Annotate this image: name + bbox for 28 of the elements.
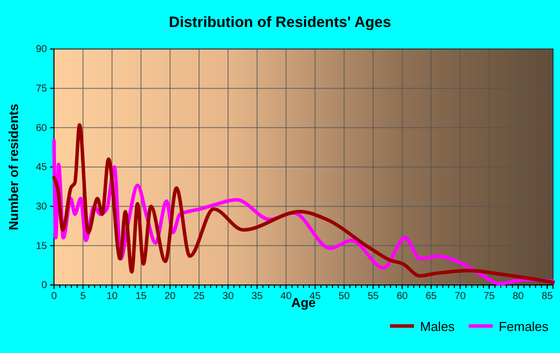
legend-label: Females (498, 319, 550, 334)
x-tick-label: 85 (542, 291, 554, 302)
y-tick-label: 75 (36, 84, 48, 95)
x-tick-label: 80 (512, 291, 524, 302)
chart-title: Distribution of Residents' Ages (168, 14, 392, 31)
x-tick-label: 55 (368, 291, 380, 302)
y-tick-label: 30 (36, 202, 48, 213)
x-tick-label: 0 (51, 291, 58, 302)
x-tick-label: 30 (222, 291, 234, 302)
x-tick-label: 60 (396, 291, 408, 302)
x-tick-label: 25 (193, 291, 206, 302)
x-tick-label: 75 (484, 291, 496, 302)
x-tick-label: 20 (164, 291, 176, 302)
y-tick-label: 15 (36, 240, 48, 252)
legend-label: Males (420, 319, 456, 334)
y-tick-label: 45 (36, 162, 48, 174)
x-tick-label: 65 (426, 291, 438, 302)
x-tick-label: 70 (454, 291, 466, 302)
x-tick-label: 5 (80, 291, 86, 302)
x-tick-label: 50 (338, 291, 350, 302)
y-tick-label: 60 (36, 122, 48, 134)
y-tick-label: 0 (41, 280, 48, 292)
x-tick-label: 40 (280, 291, 292, 302)
y-axis-title: Number of residents (6, 104, 21, 230)
y-tick-label: 90 (36, 44, 48, 56)
x-tick-label: 15 (135, 291, 148, 302)
x-tick-label: 10 (106, 291, 118, 302)
x-tick-label: 35 (252, 291, 264, 302)
